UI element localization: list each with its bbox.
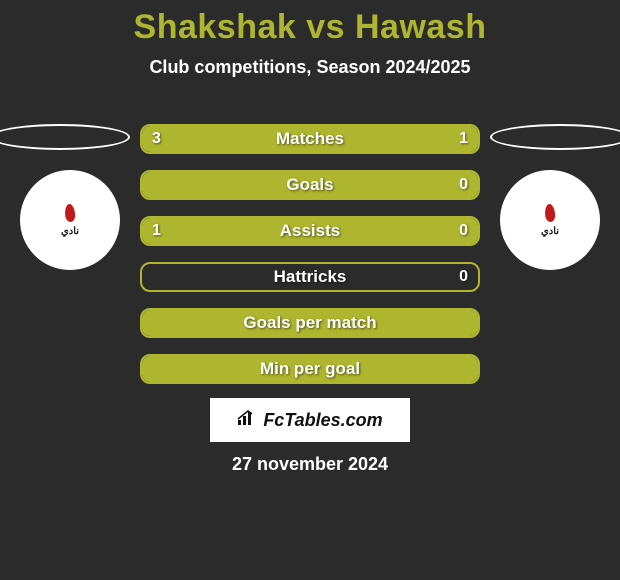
stat-row-assists: 1 0 Assists — [140, 216, 480, 246]
club-slot-left — [0, 124, 130, 150]
chart-icon — [237, 410, 257, 431]
stat-value-left: 3 — [152, 130, 161, 148]
stat-value-left: 1 — [152, 222, 161, 240]
club-badge-left-inner: نادي — [26, 176, 114, 264]
brand-badge: FcTables.com — [208, 396, 412, 444]
stat-value-right: 0 — [459, 222, 468, 240]
stats-bars: 3 1 Matches 0 Goals 1 0 Assists 0 Hattricks Goals … — [140, 124, 480, 400]
club-badge-right-inner: نادي — [506, 176, 594, 264]
club-badge-left: نادي — [20, 170, 120, 270]
club-slot-right — [490, 124, 620, 150]
stat-fill-left — [142, 126, 394, 152]
stat-row-hattricks: 0 Hattricks — [140, 262, 480, 292]
brand-text: FcTables.com — [263, 410, 382, 431]
stat-row-min-per-goal: Min per goal — [140, 354, 480, 384]
club-name-arabic-right: نادي — [541, 226, 559, 237]
stat-row-goals: 0 Goals — [140, 170, 480, 200]
comparison-card: Shakshak vs Hawash Club competitions, Se… — [0, 0, 620, 580]
stat-value-right: 0 — [459, 176, 468, 194]
stat-row-matches: 3 1 Matches — [140, 124, 480, 154]
page-title: Shakshak vs Hawash — [0, 8, 620, 47]
date-text: 27 november 2024 — [0, 454, 620, 475]
stat-value-right: 1 — [459, 130, 468, 148]
stat-label: Matches — [276, 129, 344, 149]
flame-icon — [64, 203, 76, 222]
club-badge-right: نادي — [500, 170, 600, 270]
stat-label: Goals per match — [243, 313, 376, 333]
club-name-arabic-left: نادي — [61, 226, 79, 237]
stat-label: Goals — [286, 175, 333, 195]
stat-label: Min per goal — [260, 359, 360, 379]
flame-icon — [544, 203, 556, 222]
subtitle: Club competitions, Season 2024/2025 — [0, 57, 620, 78]
stat-value-right: 0 — [459, 268, 468, 286]
stat-label: Assists — [280, 221, 340, 241]
stat-label: Hattricks — [274, 267, 347, 287]
stat-row-goals-per-match: Goals per match — [140, 308, 480, 338]
header: Shakshak vs Hawash Club competitions, Se… — [0, 0, 620, 78]
